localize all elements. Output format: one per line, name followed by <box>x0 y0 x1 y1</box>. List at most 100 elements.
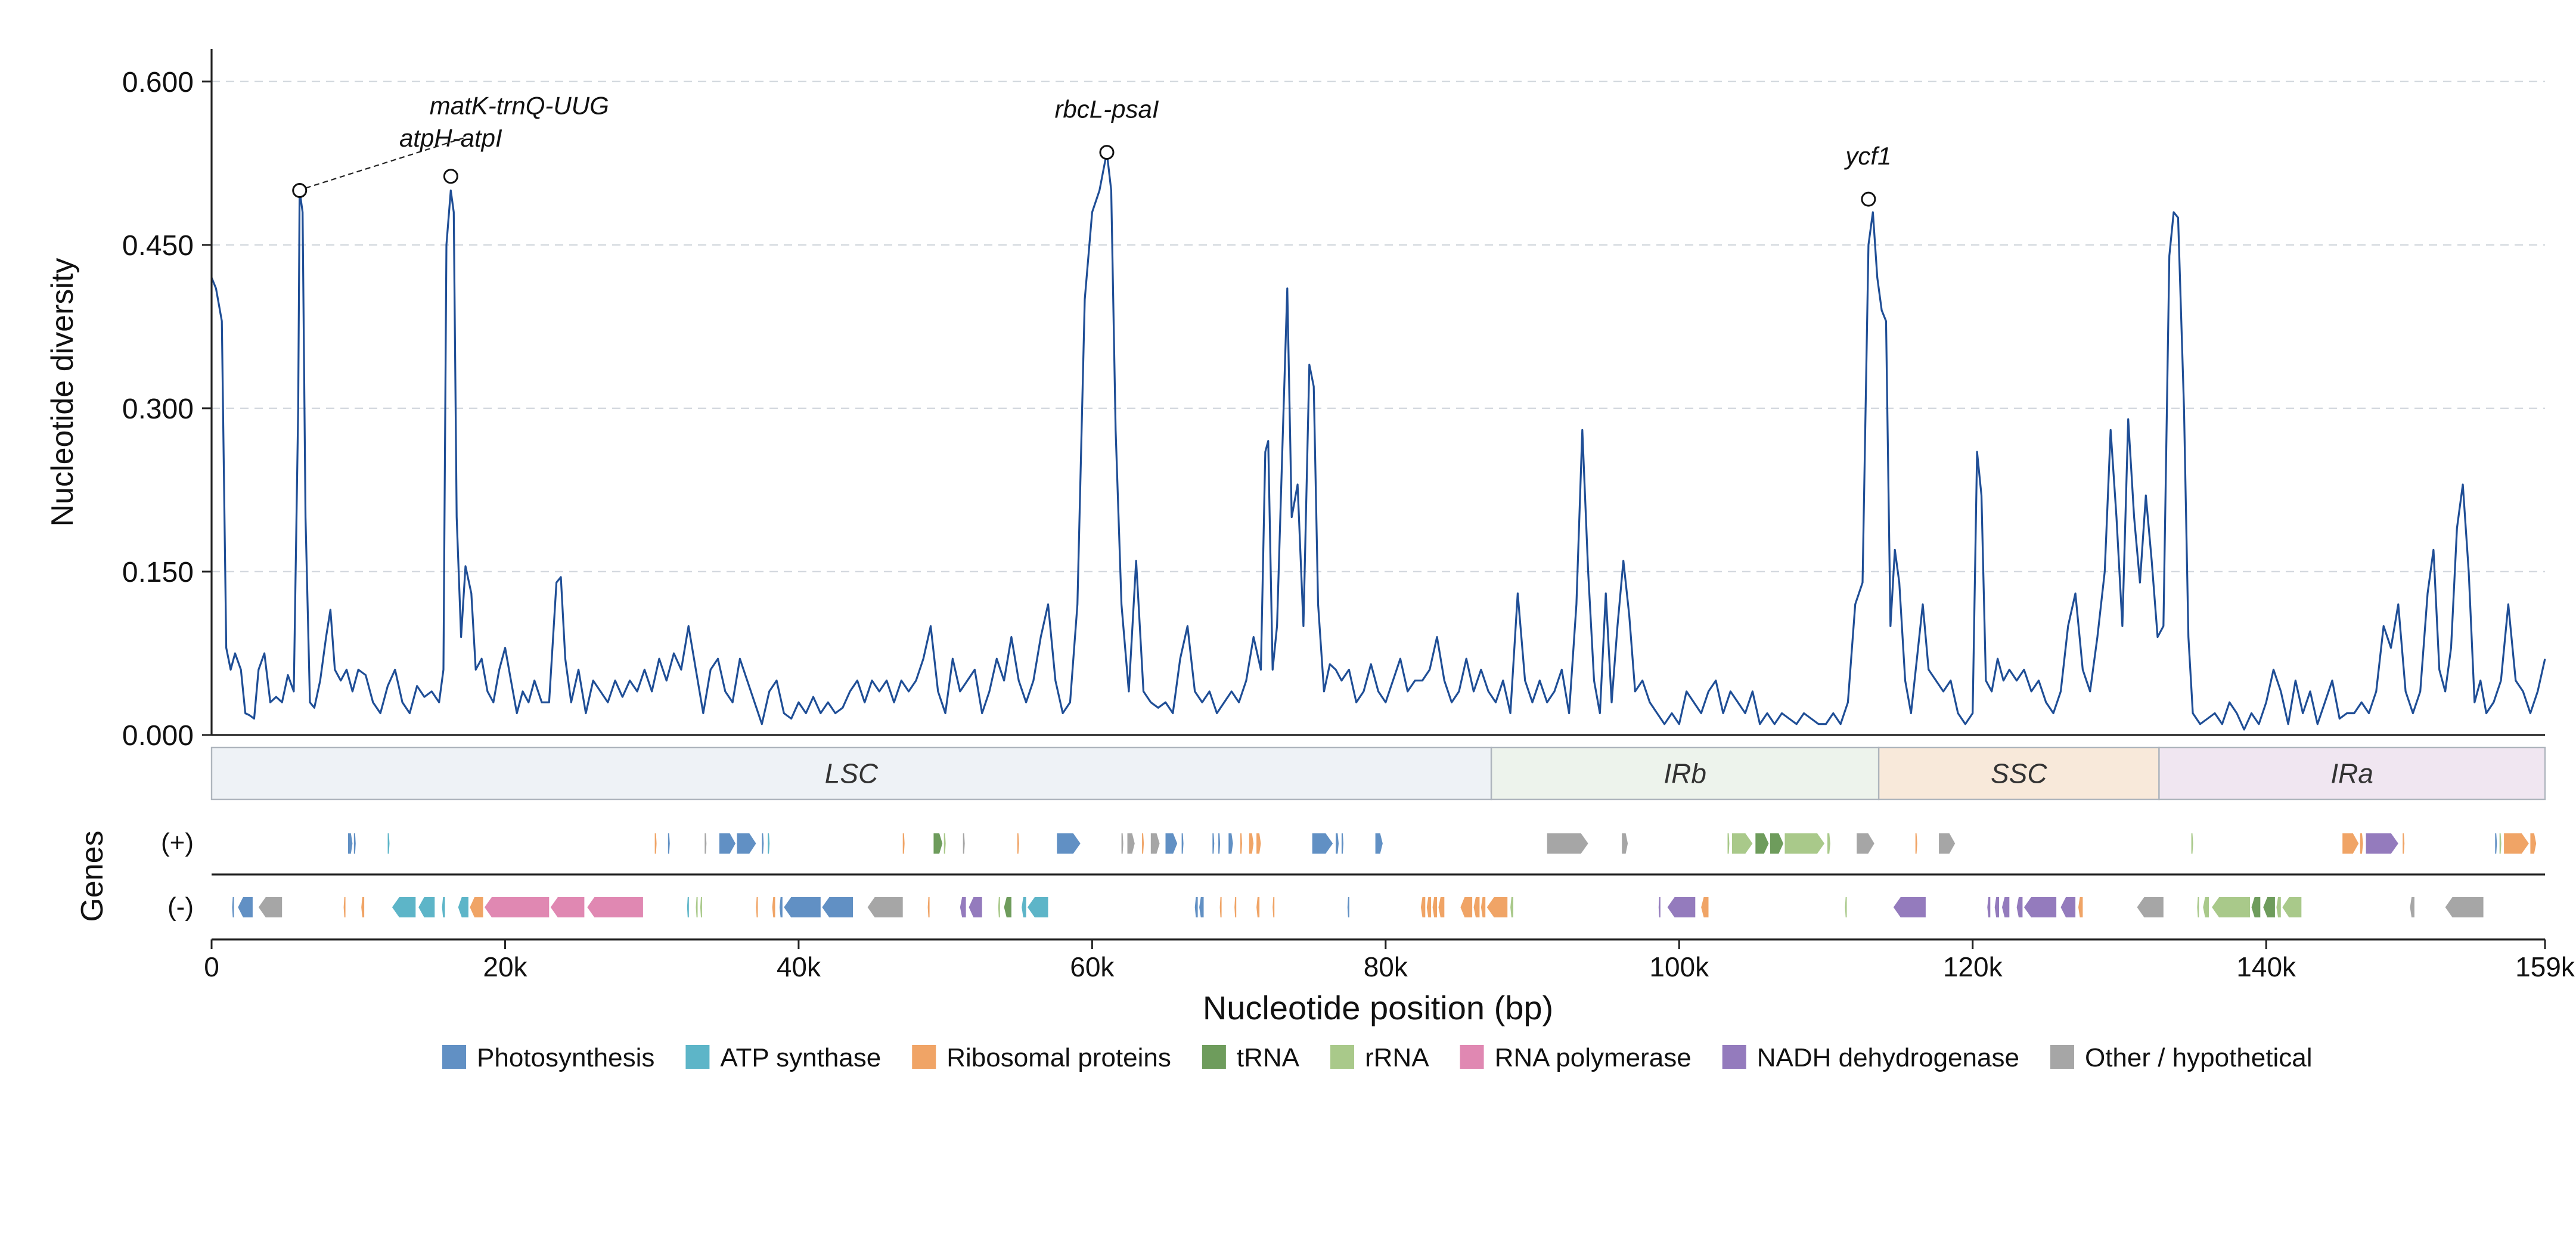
gene-block <box>587 897 643 917</box>
peak-marker <box>1861 191 1876 207</box>
gene-block <box>969 897 982 917</box>
legend-swatch-ndh <box>1722 1045 1746 1069</box>
gene-block <box>772 897 775 917</box>
gene-block <box>933 833 943 854</box>
gene-block <box>258 897 283 917</box>
y-ticks: 0.000 0.150 0.300 0.450 0.600 <box>122 67 212 752</box>
gene-block <box>1547 833 1588 854</box>
gene-block <box>442 897 445 917</box>
x-tick-label: 20k <box>483 951 527 982</box>
x-axis-label: Nucleotide position (bp) <box>1203 989 1553 1026</box>
gene-block <box>1845 897 1847 917</box>
gene-block <box>784 897 821 917</box>
gene-block <box>700 897 702 917</box>
gene-block <box>822 897 853 917</box>
gene-block <box>232 897 234 917</box>
gene-block <box>1994 897 1999 917</box>
gene-block <box>927 897 930 917</box>
gene-block <box>2191 833 2193 854</box>
gene-block <box>1234 897 1237 917</box>
x-ticks: 0 20k 40k 60k 80k 100k 120k 140k 159k <box>204 939 2575 982</box>
gene-block <box>779 897 783 917</box>
gene-block <box>1219 897 1222 917</box>
gene-block <box>1165 833 1178 854</box>
x-tick-label: 80k <box>1364 951 1408 982</box>
gene-block <box>2060 897 2076 917</box>
peak-marker <box>443 169 458 184</box>
gene-block <box>387 833 390 854</box>
gene-block <box>2212 897 2251 917</box>
gene-block <box>2342 833 2359 854</box>
gene-block <box>1622 833 1628 854</box>
legend-swatch-photo <box>442 1045 466 1069</box>
peak-leader-line <box>305 137 464 189</box>
gene-block <box>1375 833 1383 854</box>
region-lsc <box>210 746 1492 801</box>
gene-block <box>1017 833 1019 854</box>
legend-swatch-other <box>2050 1045 2074 1069</box>
y-tick-label: 0.150 <box>122 557 194 588</box>
legend-label: Ribosomal proteins <box>946 1043 1171 1072</box>
gene-block <box>998 897 1000 917</box>
gene-block <box>1004 897 1011 917</box>
legend-label: Photosynthesis <box>477 1043 654 1072</box>
gene-block <box>768 833 770 854</box>
region-irb <box>1490 746 1880 801</box>
gene-block <box>2251 897 2261 917</box>
legend-swatch-rnap <box>1460 1045 1484 1069</box>
gene-block <box>1121 833 1123 854</box>
diversity-series-line <box>210 151 2546 731</box>
x-tick-label: 0 <box>204 951 219 982</box>
chart-legend: Photosynthesis ATP synthase Ribosomal prot… <box>442 1043 2313 1072</box>
gene-block <box>2203 897 2209 917</box>
gene-block <box>1028 897 1048 917</box>
gene-block <box>1256 833 1261 854</box>
gene-block <box>1486 897 1508 917</box>
gene-block <box>2530 833 2537 854</box>
gene-block <box>704 833 707 854</box>
legend-label: rRNA <box>1365 1043 1429 1072</box>
gene-block <box>238 897 253 917</box>
gene-block <box>470 897 483 917</box>
y-tick-label: 0.000 <box>122 720 194 752</box>
gene-block <box>418 897 435 917</box>
plot-axes <box>210 49 2545 736</box>
gene-block <box>1727 833 1730 854</box>
gene-block <box>1199 897 1204 917</box>
plot-area <box>210 151 2546 731</box>
gene-block <box>353 833 356 854</box>
legend-swatch-atp <box>685 1045 710 1069</box>
plus-strand-label: (+) <box>161 828 194 857</box>
gene-block <box>2410 897 2414 917</box>
y-tick-label: 0.450 <box>122 230 194 262</box>
gene-block <box>1438 897 1445 917</box>
gene-block <box>1057 833 1081 854</box>
gene-block <box>1249 833 1254 854</box>
gene-block <box>361 897 365 917</box>
y-tick-label: 0.300 <box>122 393 194 425</box>
gene-block <box>1256 897 1260 917</box>
gene-block <box>1240 833 1242 854</box>
peak-label: ycf1 <box>1843 142 1891 170</box>
gene-block <box>1987 897 1991 917</box>
gene-block <box>2276 897 2281 917</box>
gene-block <box>762 833 764 854</box>
x-tick-label: 60k <box>1070 951 1115 982</box>
gene-block <box>2016 897 2023 917</box>
genome-region-bar: LSC IRb SSC IRa <box>210 746 2546 801</box>
gene-block <box>1127 833 1135 854</box>
gene-block <box>2002 897 2010 917</box>
gene-block <box>1460 897 1473 917</box>
gene-block <box>1939 833 1956 854</box>
gene-block <box>343 897 346 917</box>
legend-label: NADH dehydrogenase <box>1757 1043 2019 1072</box>
gene-block <box>1218 833 1221 854</box>
gene-block <box>550 897 585 917</box>
gene-block <box>1510 897 1513 917</box>
gene-block <box>1432 897 1437 917</box>
y-axis-label: Nucleotide diversity <box>45 258 80 527</box>
gene-block <box>1142 833 1144 854</box>
peak-label: atpH-atpI <box>399 124 502 152</box>
gene-block <box>737 833 756 854</box>
